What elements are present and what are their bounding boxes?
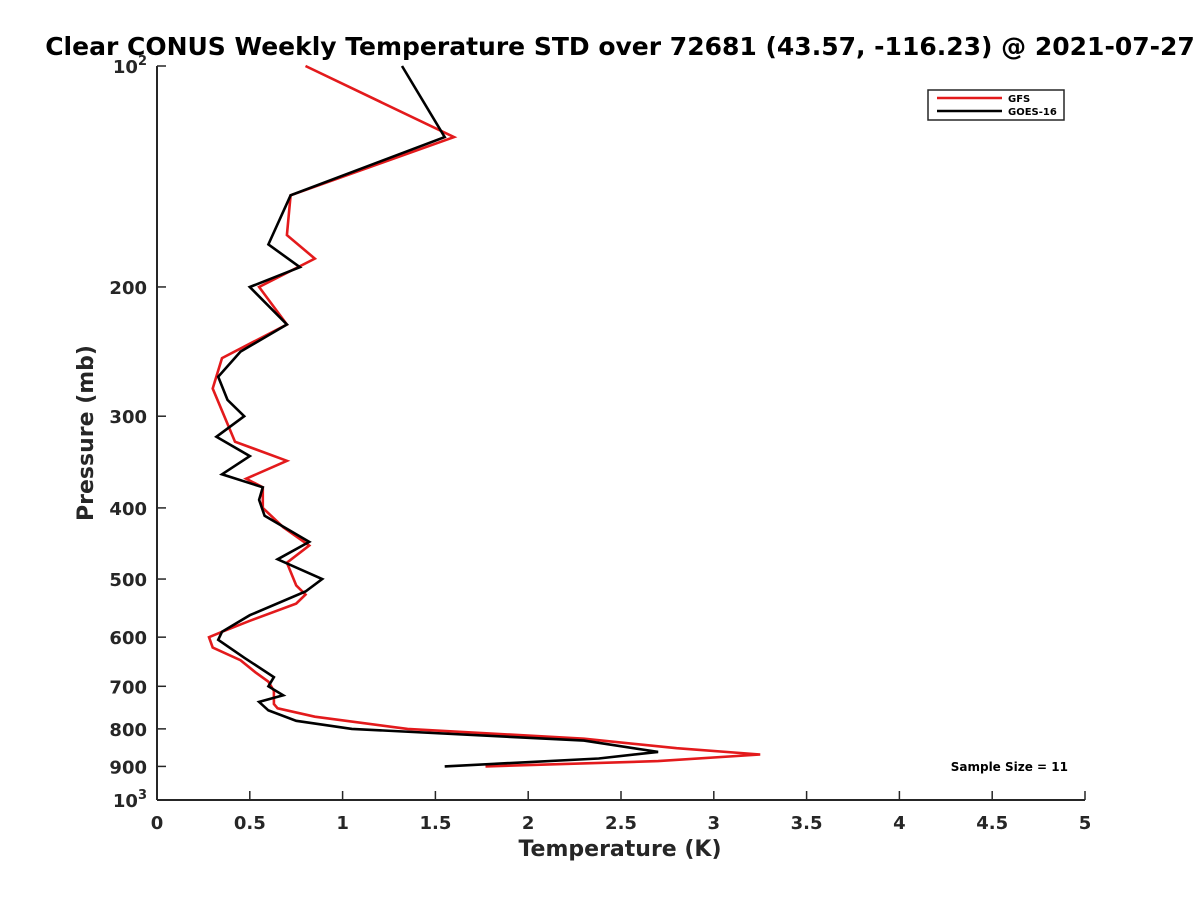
legend: GFS GOES-16 [927,89,1065,121]
y-tick-label: 800 [109,720,147,741]
axes: 0 0.5 1 1.5 2 2.5 3 3.5 4 4.5 5 102 200 300 400 500 600 7… [109,54,1091,834]
x-tick-label: 4 [893,813,906,834]
x-tick-label: 2 [522,813,535,834]
y-tick-label: 103 [113,788,147,812]
legend-label-gfs: GFS [1008,94,1030,105]
y-tick-label: 500 [109,570,147,591]
x-tick-label: 3 [708,813,721,834]
x-tick-label: 0.5 [234,813,266,834]
y-tick-label: 400 [109,499,147,520]
series-line-gfs [207,64,761,768]
x-tick-label: 1 [336,813,349,834]
y-tick-label: 200 [109,278,147,299]
x-tick-label: 3.5 [791,813,823,834]
y-tick-label: 900 [109,757,147,778]
x-tick-label: 0 [151,813,164,834]
y-tick-label: 700 [109,677,147,698]
y-axis-label: Pressure (mb) [74,345,99,521]
sample-size-annotation: Sample Size = 11 [951,760,1068,774]
legend-box [927,89,1065,121]
x-tick-label: 2.5 [605,813,637,834]
x-axis-label: Temperature (K) [518,837,721,862]
y-tick-label: 600 [109,628,147,649]
legend-label-goes-16: GOES-16 [1008,107,1057,118]
x-tick-label: 1.5 [419,813,451,834]
series-layer [207,64,761,768]
x-tick-label: 4.5 [976,813,1008,834]
x-tick-label: 5 [1079,813,1092,834]
series-line-goes-16 [214,65,659,768]
chart-title: Clear CONUS Weekly Temperature STD over … [45,32,1195,61]
y-tick-label: 102 [113,54,147,78]
y-tick-label: 300 [109,407,147,428]
